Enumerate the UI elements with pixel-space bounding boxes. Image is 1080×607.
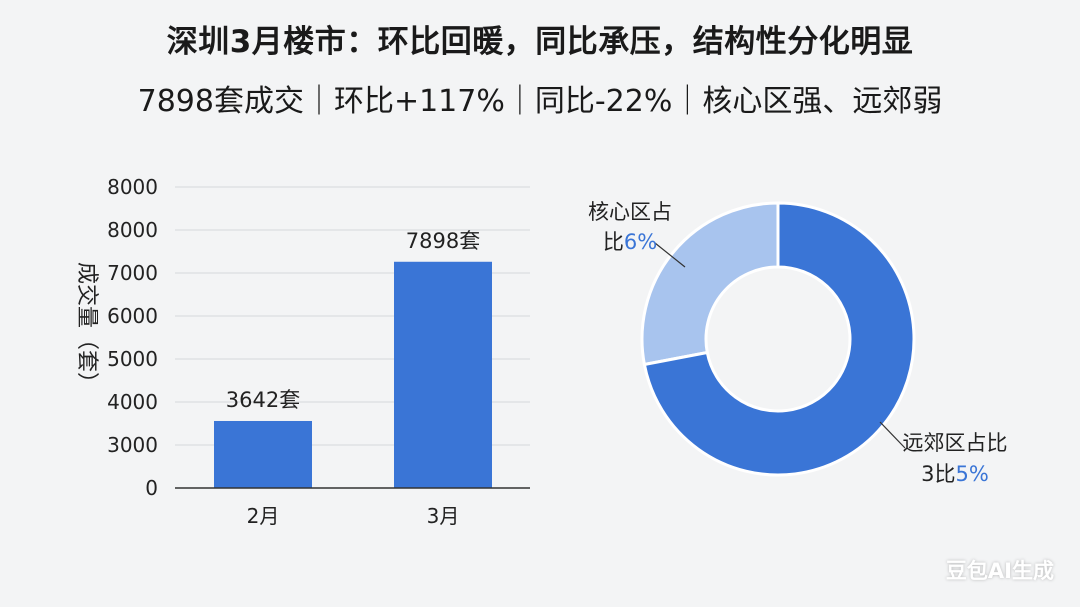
suburb-label-value: 5% (956, 462, 989, 486)
suburb-leader-line (879, 421, 906, 449)
bar-y-tick-label: 8000 (107, 175, 158, 199)
bar-y-tick-label: 6000 (107, 304, 158, 328)
bar-1 (214, 420, 312, 488)
bar-y-axis-label: 成交量（套） (74, 262, 99, 394)
watermark: 豆包AI生成 (945, 559, 1054, 583)
bar-y-ticks: 0 3000 4000 5000 6000 7000 8000 8000 (107, 175, 158, 500)
bar-y-tick-label: 4000 (107, 390, 158, 414)
bar-y-tick-label: 7000 (107, 261, 158, 285)
bar-category-label: 2月 (247, 504, 280, 528)
core-label-prefix: 比 (603, 230, 624, 254)
page-title: 深圳3月楼市：环比回暖，同比承压，结构性分化明显 (166, 24, 914, 60)
donut-chart (640, 201, 916, 477)
core-label-line2: 比6% (603, 230, 657, 254)
bar-y-tick-label: 8000 (107, 218, 158, 242)
bar-2 (394, 261, 492, 488)
bar-y-tick-label: 0 (145, 476, 158, 500)
bar-series: 3642套 2月 7898套 3月 (214, 229, 492, 528)
page-subtitle: 7898套成交｜环比+117%｜同比-22%｜核心区强、远郊弱 (137, 84, 943, 119)
bar-y-tick-label: 3000 (107, 433, 158, 457)
core-label-line1: 核心区占 (588, 200, 672, 224)
bar-y-tick-label: 5000 (107, 347, 158, 371)
donut-slice-1 (640, 201, 780, 367)
bar-data-label: 3642套 (226, 388, 300, 412)
core-label-value: 6% (624, 230, 657, 254)
donut-slice-2 (642, 201, 916, 477)
bar-data-label: 7898套 (406, 229, 480, 253)
suburb-label-line2: 3比5% (921, 462, 989, 486)
suburb-label-line1: 远郊区占比 (903, 431, 1008, 455)
core-leader-line (654, 242, 686, 268)
bar-category-label: 3月 (427, 504, 460, 528)
suburb-label-prefix: 3比 (921, 462, 955, 486)
